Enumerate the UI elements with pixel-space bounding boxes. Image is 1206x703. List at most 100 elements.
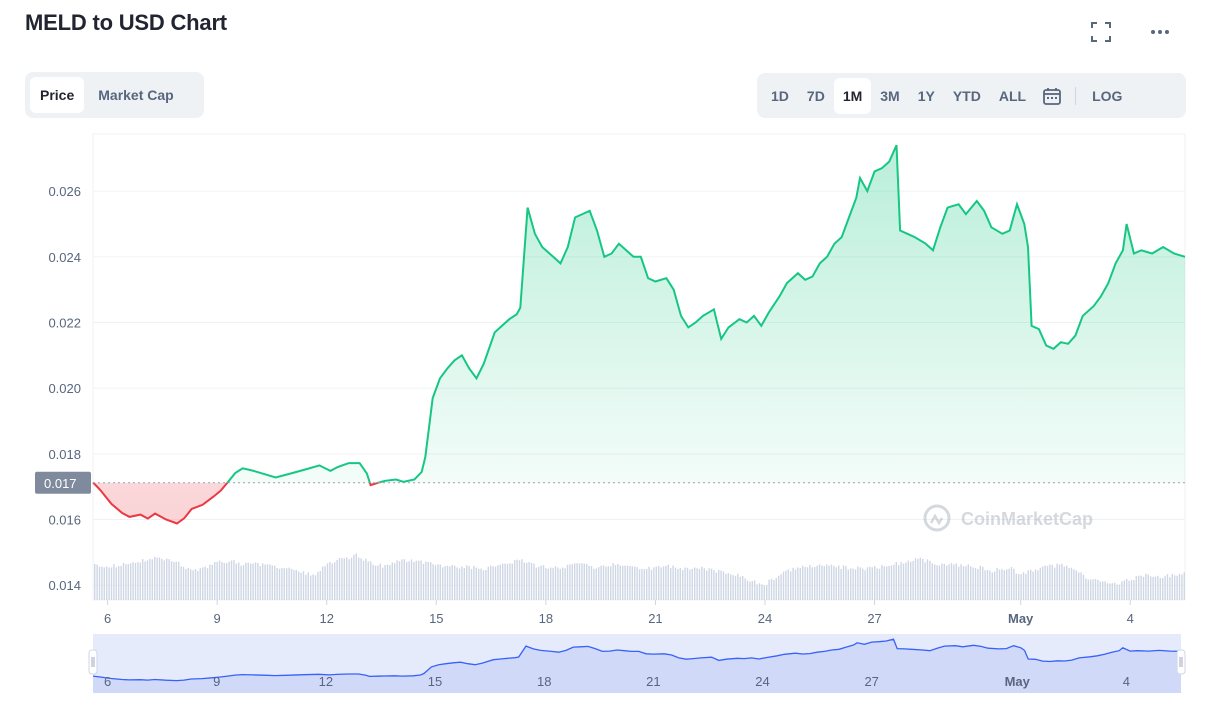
volume-bar [749, 581, 751, 600]
volume-bar [646, 568, 648, 600]
volume-bar [1130, 579, 1133, 600]
volume-bar [295, 569, 297, 600]
volume-bar [228, 561, 230, 600]
volume-bar [838, 565, 840, 600]
volume-bar [708, 568, 710, 600]
reference-price-label: 0.017 [35, 471, 91, 494]
volume-bar [192, 570, 194, 600]
volume-bar [101, 566, 103, 600]
volume-bar [775, 578, 777, 600]
tab-market-cap[interactable]: Market Cap [98, 87, 174, 103]
volume-bar [521, 559, 523, 600]
volume-bar [1121, 581, 1123, 600]
volume-bar [434, 565, 437, 600]
navigator-tick-label: 21 [646, 674, 660, 689]
range-1y-button[interactable]: 1Y [917, 87, 935, 104]
volume-bar [631, 566, 633, 600]
volume-bar [1145, 573, 1147, 600]
volume-bar [684, 567, 686, 600]
navigator-right-handle[interactable] [1176, 649, 1186, 675]
volume-bar [298, 571, 300, 600]
log-scale-toggle[interactable]: LOG [1092, 87, 1123, 104]
volume-bar [266, 564, 269, 600]
range-7d-button[interactable]: 7D [806, 87, 825, 104]
volume-bar [869, 566, 871, 600]
y-tick-label: 0.026 [48, 184, 81, 199]
range-ytd-button[interactable]: YTD [952, 87, 981, 104]
volume-bar [782, 571, 785, 600]
calendar-icon[interactable] [1035, 78, 1069, 114]
volume-bar [876, 568, 878, 600]
volume-bar [1013, 568, 1015, 600]
volume-bar [226, 563, 228, 600]
volume-bar [1020, 574, 1022, 600]
volume-bar [943, 563, 945, 600]
volume-bar [154, 556, 156, 600]
volume-bar [564, 568, 566, 600]
volume-bar [319, 571, 321, 600]
volume-bar [612, 563, 614, 600]
navigator-left-handle[interactable] [88, 649, 98, 675]
volume-bar [931, 563, 933, 600]
volume-bar [734, 576, 737, 600]
volume-bar [1094, 579, 1097, 600]
volume-bar [1092, 579, 1094, 600]
volume-bar [302, 571, 305, 600]
tab-price[interactable]: Price [30, 77, 85, 113]
volume-bar [514, 560, 516, 600]
volume-bar [622, 565, 624, 600]
volume-bar [706, 570, 708, 600]
volume-bar [698, 569, 701, 600]
volume-bar [127, 564, 129, 600]
volume-bar [178, 561, 180, 600]
volume-bar [103, 567, 105, 600]
navigator-tick-label: May [1005, 674, 1031, 689]
volume-bar [1152, 576, 1154, 600]
volume-bar [384, 565, 386, 600]
volume-bar [881, 565, 883, 600]
volume-bar [168, 559, 170, 600]
volume-bar [326, 563, 329, 600]
volume-bar [290, 568, 293, 600]
volume-bar [161, 559, 163, 600]
x-tick-label: 12 [320, 611, 334, 626]
range-navigator[interactable]: 6 9 12 15 18 21 24 27 May 4 [88, 634, 1186, 693]
volume-bar [893, 564, 895, 600]
volume-bar [1006, 569, 1008, 600]
range-1d-button[interactable]: 1D [771, 87, 789, 104]
volume-bar [286, 568, 288, 600]
volume-bar [288, 567, 290, 600]
volume-bar [247, 562, 249, 600]
volume-bar [660, 567, 662, 600]
volume-bar [1027, 570, 1029, 600]
volume-bar [924, 562, 926, 600]
range-1m-button[interactable]: 1M [833, 77, 872, 114]
range-all-button[interactable]: ALL [998, 87, 1027, 104]
fullscreen-icon[interactable] [1089, 20, 1113, 44]
volume-bar [912, 560, 914, 600]
volume-bar [506, 563, 509, 600]
volume-bar [118, 566, 120, 600]
volume-bar [466, 565, 468, 600]
volume-bar [895, 562, 897, 600]
volume-bar [638, 569, 641, 600]
y-tick-label: 0.014 [48, 578, 81, 593]
volume-bar [1097, 579, 1099, 600]
range-3m-button[interactable]: 3M [880, 87, 900, 104]
volume-bar [216, 561, 218, 600]
volume-bar [1106, 583, 1109, 600]
volume-bar [269, 564, 271, 600]
y-axis-labels: 0.026 0.024 0.022 0.020 0.018 0.016 0.014 [48, 184, 81, 593]
volume-bar [494, 566, 497, 600]
volume-bar [221, 561, 223, 600]
volume-bar [293, 570, 295, 600]
volume-bar [199, 568, 201, 600]
time-range-selector: 1D 7D 1M 3M 1Y YTD ALL LOG [757, 73, 1186, 118]
volume-bar [595, 568, 597, 600]
volume-bar [581, 563, 583, 600]
volume-bars [94, 553, 1185, 600]
more-icon[interactable] [1148, 20, 1172, 44]
volume-bar [437, 564, 439, 600]
volume-bar [396, 560, 398, 600]
